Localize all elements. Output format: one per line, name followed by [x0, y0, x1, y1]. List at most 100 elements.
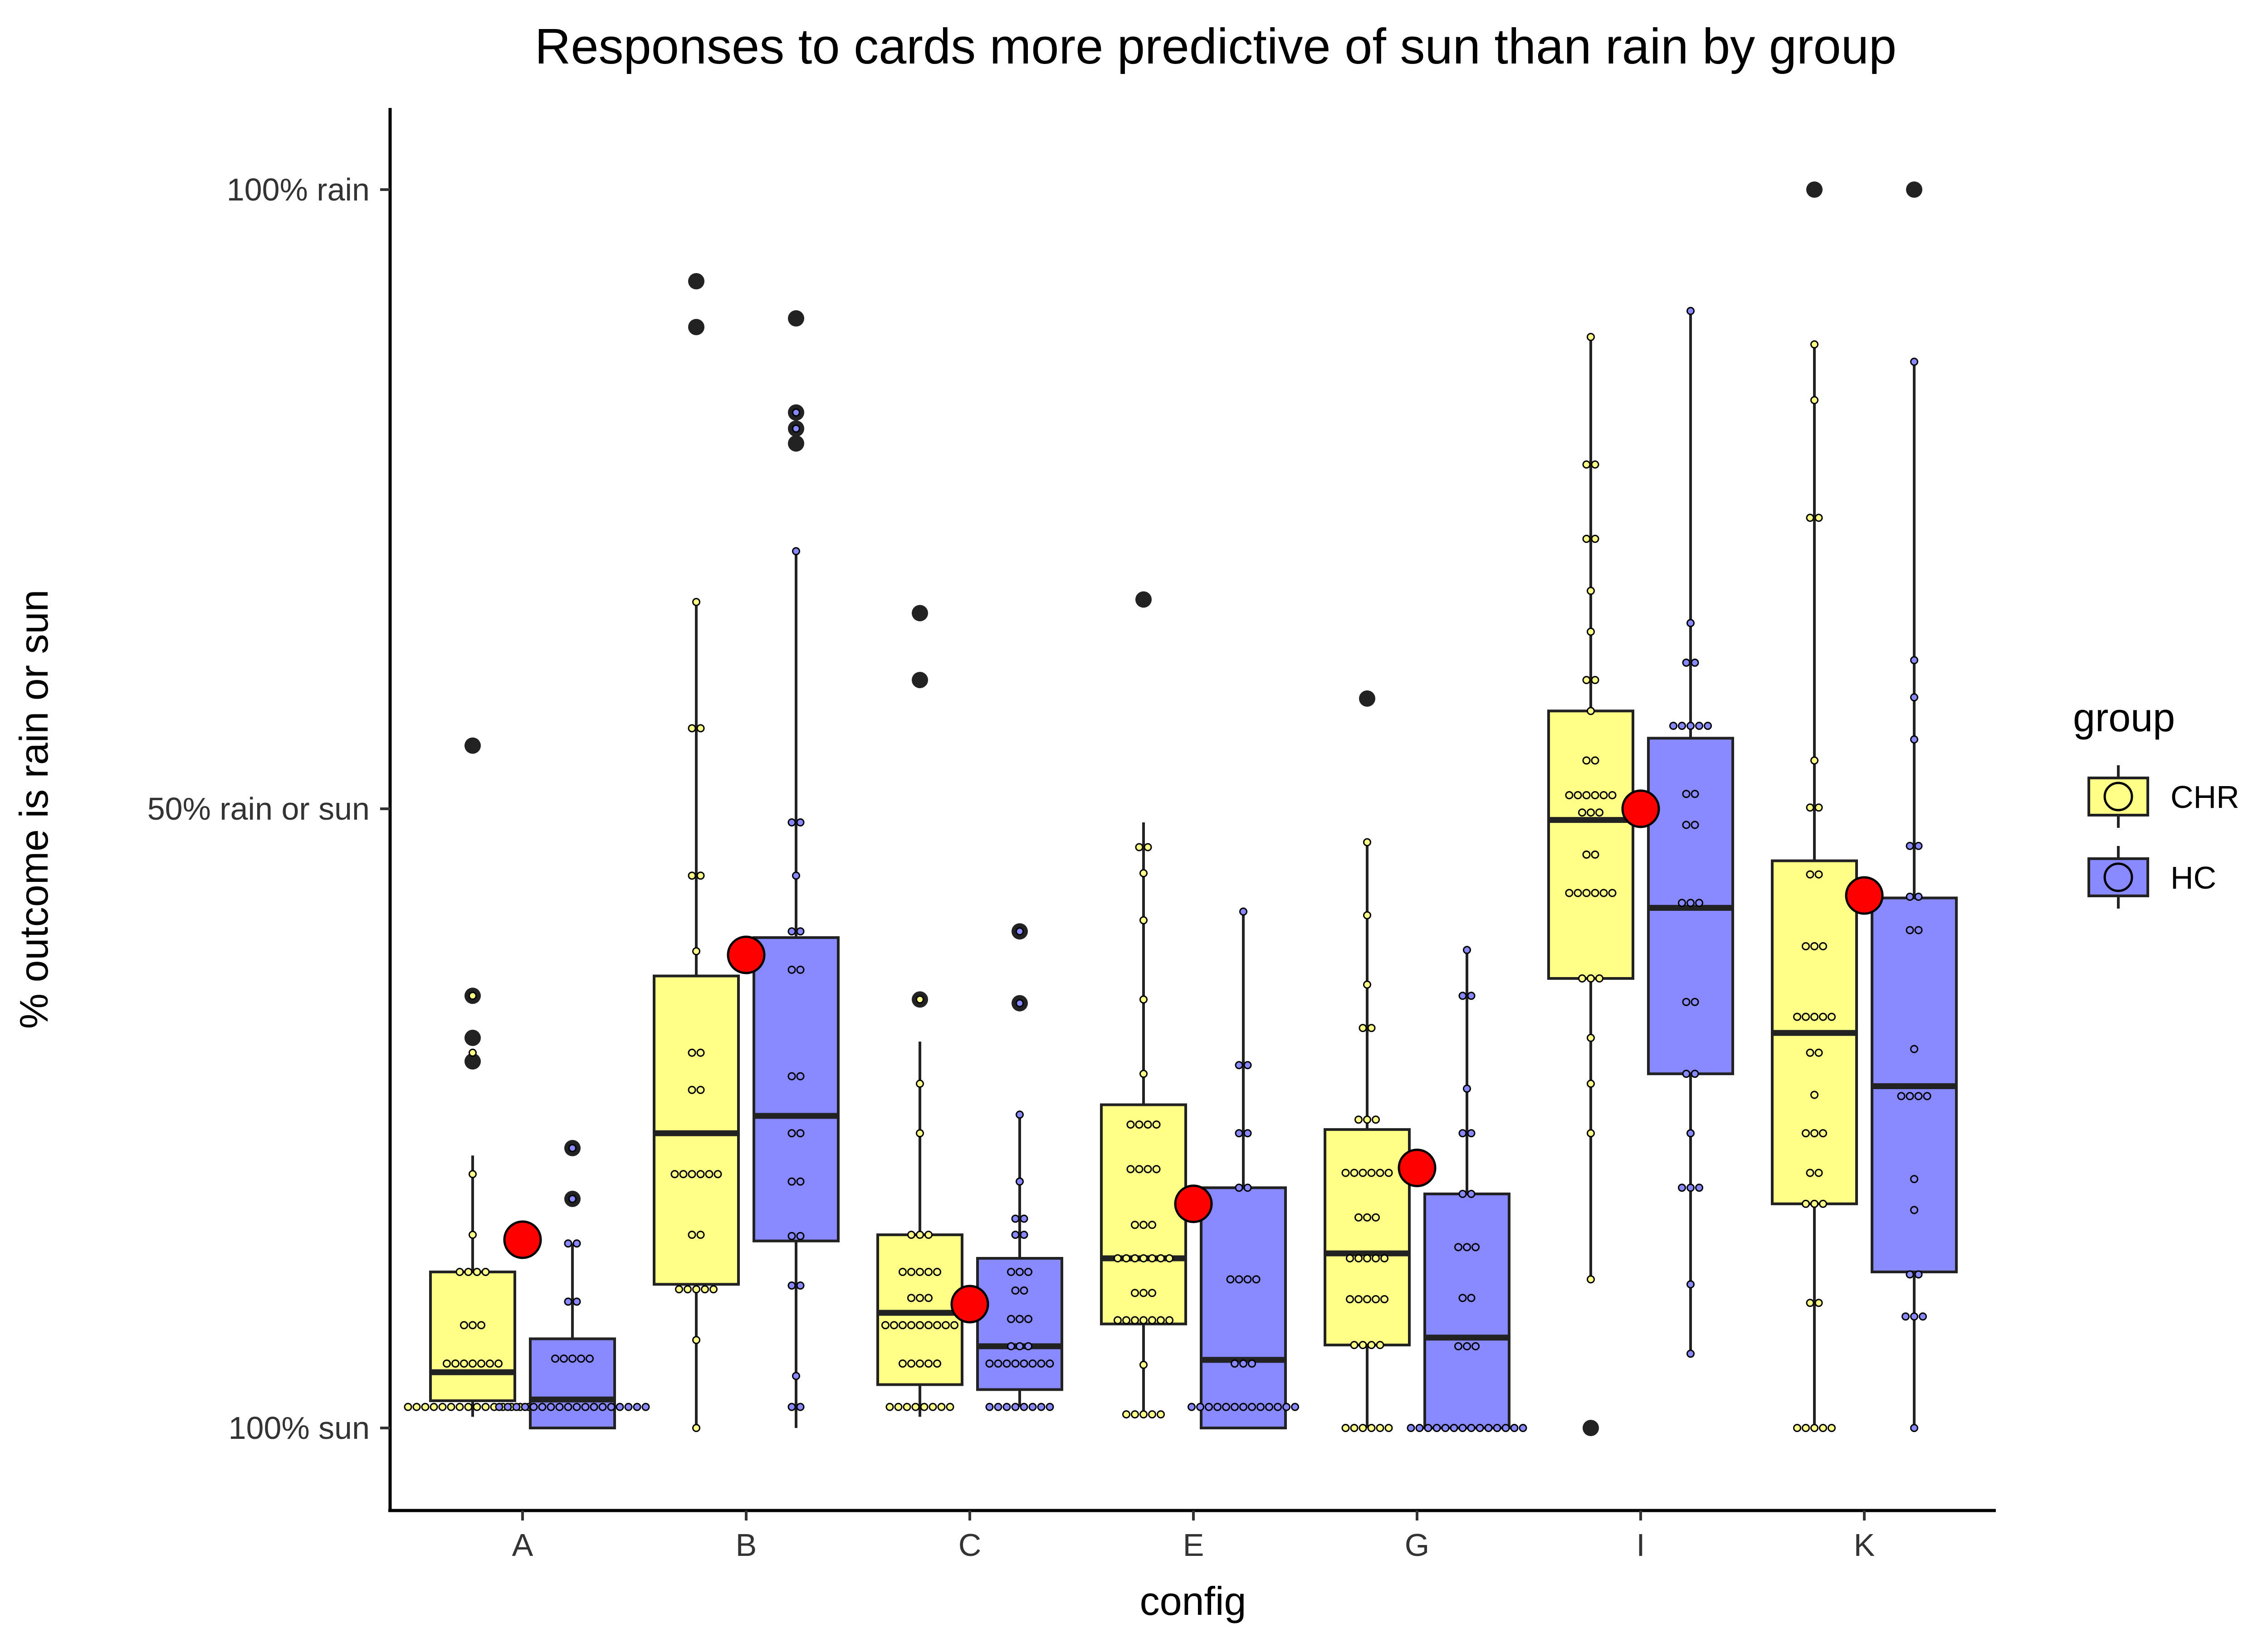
- data-point: [1131, 1221, 1139, 1229]
- outlier-point: [1359, 690, 1375, 707]
- data-point: [469, 1170, 477, 1178]
- data-point: [792, 408, 800, 417]
- data-point: [1243, 1129, 1252, 1138]
- data-point: [1148, 1410, 1156, 1418]
- data-point: [1144, 843, 1152, 851]
- data-point: [1802, 1129, 1810, 1138]
- mean-point-C: [950, 1285, 989, 1324]
- data-point: [1578, 974, 1586, 983]
- data-point: [1441, 1424, 1450, 1432]
- outlier-point: [912, 672, 928, 689]
- data-point: [1501, 1424, 1510, 1432]
- data-point: [568, 1194, 577, 1203]
- x-axis-title: config: [1140, 1579, 1246, 1623]
- data-point: [1256, 1403, 1265, 1411]
- data-point: [1914, 892, 1923, 901]
- data-point: [933, 1321, 941, 1330]
- data-point: [469, 1048, 477, 1057]
- data-point: [1814, 1299, 1823, 1307]
- data-point: [473, 1268, 481, 1276]
- data-point: [1122, 1410, 1130, 1418]
- data-point: [994, 1403, 1002, 1411]
- data-point: [1686, 899, 1695, 907]
- mean-point-G: [1398, 1149, 1437, 1188]
- mean-point-B: [727, 935, 766, 974]
- data-point: [1243, 1275, 1252, 1284]
- data-point: [1691, 790, 1699, 798]
- data-point: [1139, 995, 1148, 1004]
- data-point: [1384, 1424, 1393, 1432]
- data-point: [1372, 1254, 1380, 1262]
- data-point: [924, 1321, 933, 1330]
- data-point: [1139, 869, 1148, 877]
- data-point: [916, 1080, 924, 1088]
- data-point: [1144, 1165, 1152, 1173]
- data-point: [903, 1403, 911, 1411]
- data-point: [1669, 722, 1677, 730]
- data-point: [696, 1231, 705, 1239]
- data-point: [796, 927, 805, 936]
- data-point: [1906, 841, 1914, 850]
- data-point: [1599, 791, 1608, 799]
- data-point: [1037, 1359, 1046, 1368]
- data-point: [1463, 1342, 1471, 1350]
- data-point: [1363, 1213, 1371, 1222]
- legend-label: CHR: [2170, 779, 2239, 815]
- data-point: [1196, 1403, 1204, 1411]
- data-point: [787, 1177, 796, 1186]
- data-point: [1046, 1403, 1054, 1411]
- data-point: [1591, 676, 1599, 684]
- data-point: [1910, 1175, 1918, 1183]
- data-point: [1363, 1115, 1371, 1124]
- data-point: [1582, 534, 1591, 543]
- data-point: [994, 1359, 1002, 1368]
- data-point: [696, 1085, 705, 1094]
- data-point: [572, 1403, 581, 1411]
- data-point: [1367, 1341, 1376, 1349]
- box-CHR-B: [653, 273, 740, 1432]
- data-point: [1919, 1312, 1927, 1321]
- data-point: [564, 1239, 572, 1248]
- data-point: [1282, 1403, 1290, 1411]
- data-point: [1806, 1048, 1814, 1057]
- data-point: [1350, 1341, 1359, 1349]
- data-point: [1363, 1254, 1371, 1262]
- outlier-point: [688, 273, 704, 290]
- box-CHR-G: [1324, 690, 1411, 1432]
- data-point: [438, 1403, 447, 1411]
- data-point: [1467, 1294, 1476, 1302]
- data-point: [1415, 1424, 1424, 1432]
- mean-point-I: [1621, 789, 1660, 828]
- data-point: [1239, 1359, 1247, 1368]
- data-point: [1591, 791, 1599, 799]
- data-point: [1235, 1061, 1243, 1070]
- data-point: [1802, 942, 1810, 951]
- data-point: [1222, 1403, 1230, 1411]
- data-point: [477, 1321, 485, 1330]
- data-point: [1020, 1231, 1028, 1239]
- data-point: [1011, 1286, 1020, 1295]
- data-point: [1582, 791, 1591, 799]
- data-point: [1148, 1221, 1156, 1229]
- data-point: [692, 1336, 700, 1345]
- data-point: [1114, 1316, 1122, 1325]
- data-point: [929, 1403, 937, 1411]
- data-point: [1359, 1424, 1367, 1432]
- data-point: [1814, 803, 1823, 812]
- data-point: [1011, 1403, 1020, 1411]
- data-point: [1682, 658, 1691, 667]
- data-point: [1565, 889, 1574, 897]
- data-point: [792, 547, 800, 556]
- data-point: [1595, 808, 1603, 817]
- data-point: [1024, 1268, 1032, 1276]
- data-point: [787, 1129, 796, 1138]
- data-point: [1802, 1199, 1810, 1208]
- data-point: [1346, 1295, 1354, 1304]
- data-point: [1020, 1403, 1028, 1411]
- data-point: [670, 1170, 679, 1178]
- data-point: [1148, 1289, 1156, 1297]
- data-point: [1148, 1316, 1156, 1325]
- data-point: [1376, 1424, 1384, 1432]
- box-body: [429, 1271, 516, 1402]
